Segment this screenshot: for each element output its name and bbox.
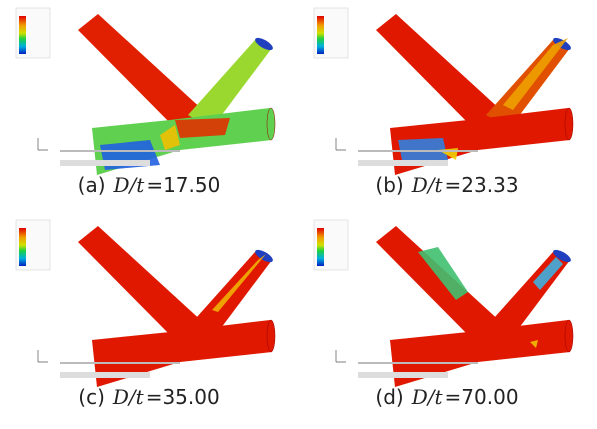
axis-triad [336,138,346,150]
caption: (d) D/t=70.00 [375,385,518,409]
chord-end [565,320,573,352]
info-text [60,372,150,378]
caption-value: =17.50 [146,173,220,197]
axis-triad [38,138,48,150]
stress-patch [175,118,230,138]
panel: (d) D/t=70.00 [314,220,573,409]
panel: (c) D/t=35.00 [16,220,275,409]
info-text [358,160,448,166]
legend-bar [19,228,26,266]
figure: (a)D/t=17.50(b)D/t=23.33(c)D/t=35.00(d)D… [0,0,597,429]
info-text [60,160,150,166]
panel: (b) D/t=23.33 [314,8,573,197]
caption: (c) D/t=35.00 [78,385,219,409]
caption-value: =23.33 [445,173,519,197]
info-text [358,150,478,152]
caption-math: D/t [113,173,146,197]
caption-math: D/t [411,385,444,409]
info-text [358,372,448,378]
brace-left [78,226,205,340]
legend-bar [317,228,324,266]
caption-label: (c) [78,385,105,409]
chord-end [267,320,275,352]
axis-triad [336,350,346,362]
brace-left [78,14,205,128]
axis-triad [38,350,48,362]
caption: (a) D/t=17.50 [78,173,221,197]
info-text [60,150,180,152]
caption-value: =35.00 [146,385,220,409]
caption-label: (d) [375,385,403,409]
brace-left [376,226,503,340]
caption: (b) D/t=23.33 [375,173,518,197]
caption-label: (b) [375,173,403,197]
legend-bar [19,16,26,54]
caption-value: =70.00 [445,385,519,409]
caption-label: (a) [78,173,106,197]
legend-bar [317,16,324,54]
caption-math: D/t [112,385,145,409]
info-text [358,362,478,364]
caption-math: D/t [411,173,444,197]
stress-patch [503,38,568,110]
panel: (a) D/t=17.50 [16,8,275,197]
chord-end [565,108,573,140]
info-text [60,362,180,364]
chord-end [267,108,275,140]
brace-left [376,14,503,128]
